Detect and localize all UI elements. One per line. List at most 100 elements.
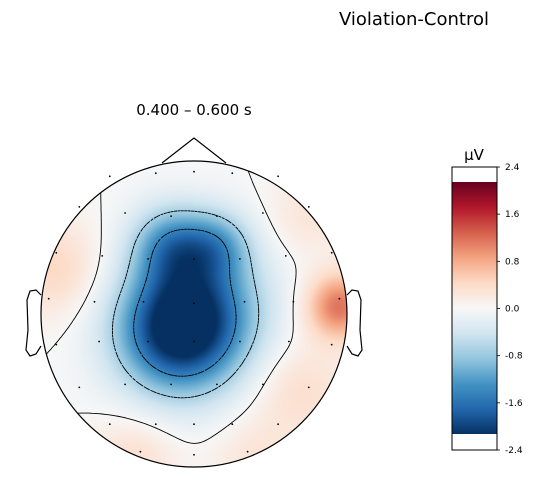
colorbar-swatch (452, 428, 497, 430)
colorbar-swatch (452, 189, 497, 191)
colorbar-swatch (452, 292, 497, 294)
colorbar-swatch (452, 252, 497, 254)
colorbar-swatch (452, 280, 497, 282)
colorbar-swatch (452, 413, 497, 415)
colorbar-swatch (452, 398, 497, 400)
colorbar-swatch (452, 402, 497, 404)
colorbar-swatch (452, 391, 497, 393)
colorbar-swatch (452, 430, 497, 432)
colorbar-swatch (452, 238, 497, 240)
colorbar-swatch (452, 196, 497, 198)
right-ear-outline (346, 289, 363, 357)
colorbar-swatch (452, 389, 497, 391)
colorbar-swatch (452, 260, 497, 262)
colorbar-swatch (452, 243, 497, 245)
colorbar-swatch (452, 218, 497, 220)
colorbar-swatch (452, 404, 497, 406)
colorbar-swatch (452, 205, 497, 207)
sensor-marker (330, 251, 333, 254)
colorbar-label: µV (464, 146, 485, 164)
colorbar-swatch (452, 419, 497, 421)
colorbar-swatch (452, 172, 497, 174)
colorbar-swatch (452, 179, 497, 181)
colorbar-swatch (452, 202, 497, 204)
colorbar-swatch (452, 279, 497, 281)
colorbar-swatch (452, 266, 497, 268)
sensor-marker (193, 340, 195, 343)
colorbar-swatch (452, 254, 497, 256)
colorbar-swatch (452, 444, 497, 446)
colorbar-swatch (452, 345, 497, 347)
colorbar-swatch (452, 421, 497, 423)
colorbar-swatch (452, 337, 497, 339)
colorbar-swatch (452, 294, 497, 296)
colorbar-swatch (452, 198, 497, 200)
colorbar-swatch (452, 181, 497, 183)
colorbar-swatch (452, 206, 497, 208)
colorbar-swatch (452, 334, 497, 336)
sensor-marker (216, 383, 218, 386)
colorbar-swatch (452, 244, 497, 246)
colorbar-swatch (452, 232, 497, 234)
sensor-marker (193, 453, 195, 456)
colorbar-swatch (452, 273, 497, 275)
sensor-marker (231, 423, 234, 426)
colorbar-swatch (452, 411, 497, 413)
sensor-marker (142, 300, 145, 303)
colorbar-swatch (452, 226, 497, 228)
colorbar-swatch (452, 304, 497, 306)
colorbar-swatch (452, 383, 497, 385)
sensor-marker (193, 170, 195, 173)
colorbar-swatch (452, 347, 497, 349)
sensor-marker (262, 212, 264, 214)
colorbar-swatch (452, 415, 497, 417)
colorbar-swatch (452, 422, 497, 424)
colorbar-swatch (452, 374, 497, 376)
colorbar-swatch (452, 327, 497, 329)
colorbar-swatch (452, 303, 497, 305)
colorbar-swatch (452, 176, 497, 178)
colorbar-swatch (452, 305, 497, 307)
colorbar-swatch (452, 174, 497, 176)
colorbar-swatch (452, 403, 497, 405)
colorbar-swatch (452, 293, 497, 295)
colorbar-swatch (452, 427, 497, 429)
colorbar-swatch (452, 221, 497, 223)
colorbar-swatch (452, 277, 497, 279)
colorbar-swatch (452, 370, 497, 372)
colorbar-swatch (452, 224, 497, 226)
colorbar-swatch (452, 313, 497, 315)
colorbar-swatch (452, 299, 497, 301)
colorbar-swatch (452, 253, 497, 255)
colorbar-swatch (452, 248, 497, 250)
colorbar-swatch (452, 400, 497, 402)
topomap-field (41, 161, 347, 467)
colorbar-swatch (452, 333, 497, 335)
colorbar-swatch (452, 217, 497, 219)
colorbar-swatch (452, 215, 497, 217)
colorbar-swatch (452, 434, 497, 436)
colorbar-swatch (452, 372, 497, 374)
colorbar-swatch (452, 443, 497, 445)
colorbar-swatch (452, 251, 497, 253)
colorbar-swatch (452, 264, 497, 266)
colorbar-swatch (452, 230, 497, 232)
colorbar-swatch (452, 330, 497, 332)
colorbar-gradient (452, 167, 497, 451)
colorbar-swatch (452, 414, 497, 416)
colorbar-swatch (452, 385, 497, 387)
colorbar-swatch (452, 307, 497, 309)
colorbar-swatch (452, 239, 497, 241)
colorbar-swatch (452, 300, 497, 302)
colorbar-swatch (452, 343, 497, 345)
colorbar-swatch (452, 182, 497, 184)
sensor-marker (55, 343, 58, 346)
colorbar-swatch (452, 405, 497, 407)
sensor-marker (93, 300, 96, 303)
colorbar-swatch (452, 265, 497, 267)
sensor-marker (277, 175, 279, 178)
colorbar-swatch (452, 190, 497, 192)
colorbar-swatch (452, 356, 497, 358)
colorbar-swatch (452, 258, 497, 260)
colorbar-swatch (452, 418, 497, 420)
